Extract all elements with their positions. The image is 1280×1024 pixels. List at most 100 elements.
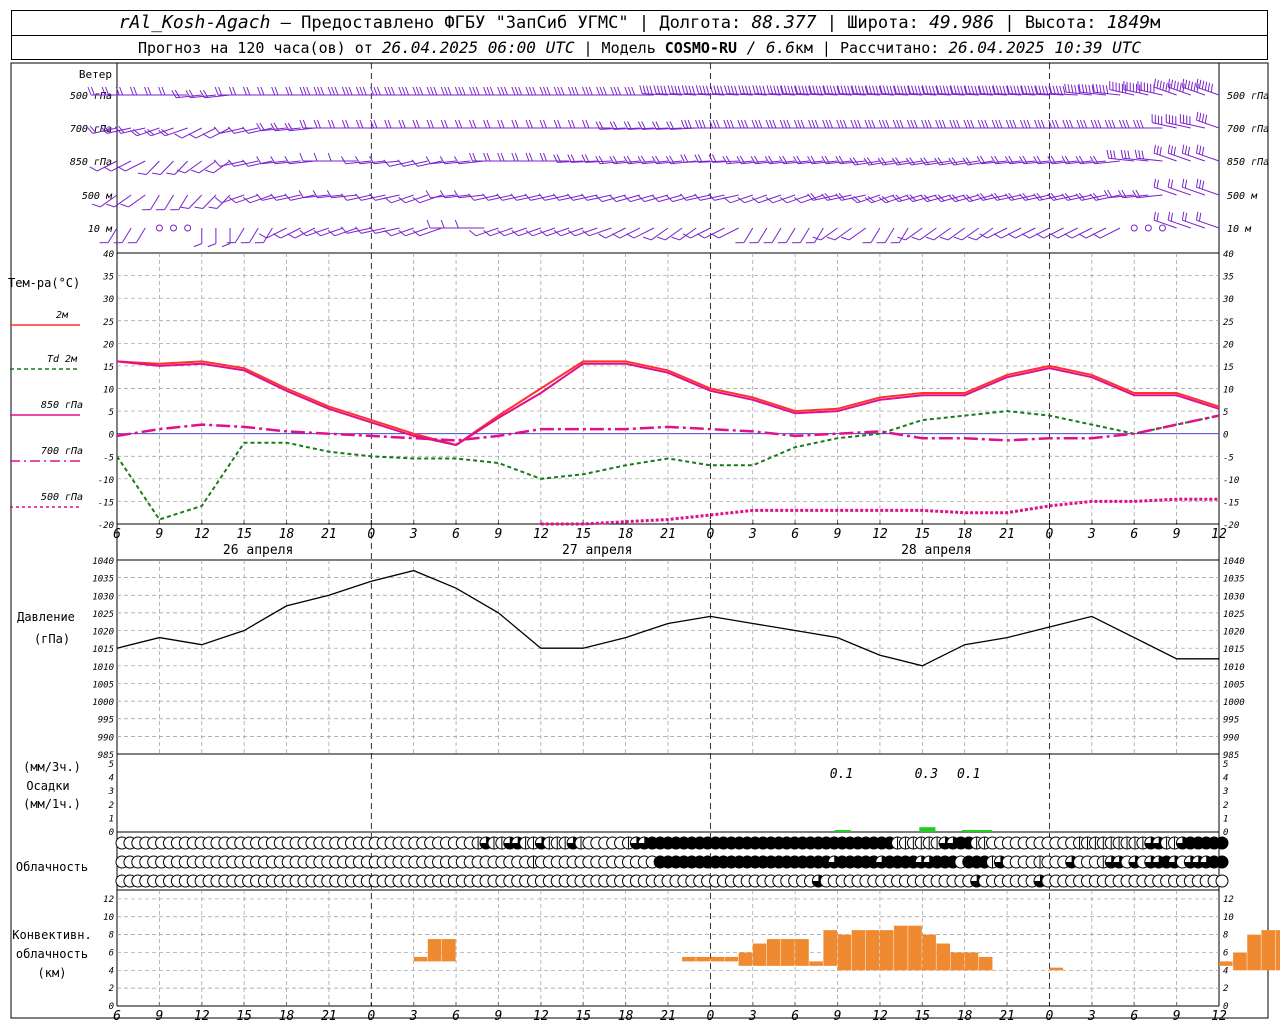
- barb-flag: [553, 119, 558, 129]
- barb-staff: [704, 227, 725, 239]
- y-tick-label-right: 1040: [1223, 557, 1245, 567]
- barb-flag: [439, 190, 446, 198]
- wind-barb: [144, 127, 174, 137]
- barb-staff: [1122, 157, 1149, 162]
- barb-flag: [312, 190, 318, 198]
- hour-tick-label: 6: [113, 527, 121, 542]
- barb-staff: [1043, 227, 1064, 239]
- precip-tick-right: 2: [1223, 801, 1228, 811]
- barb-flag: [682, 233, 691, 239]
- barb-flag: [482, 193, 489, 201]
- barb-flag: [694, 154, 700, 163]
- barb-flag: [909, 194, 917, 202]
- barb-flag: [327, 229, 335, 237]
- barb-flag: [656, 85, 661, 94]
- barb-flag: [1069, 119, 1074, 129]
- barb-flag: [306, 86, 311, 96]
- wind-barb: [652, 121, 683, 130]
- barb-flag: [472, 119, 477, 129]
- wind-barb: [99, 227, 118, 244]
- barb-staff: [1196, 219, 1220, 229]
- precip-bar: [961, 830, 992, 832]
- hour-tick-label: 9: [834, 527, 842, 542]
- barb-flag: [981, 85, 986, 94]
- barb-flag: [1004, 193, 1012, 201]
- barb-flag: [1019, 193, 1026, 201]
- barb-flag: [978, 85, 982, 94]
- barb-flag: [362, 86, 367, 96]
- hour-tick-label: 15: [575, 527, 591, 542]
- barb-flag: [1095, 84, 1099, 93]
- wind-barb: [1137, 81, 1163, 96]
- hour-tick-label: 12: [1211, 1009, 1227, 1024]
- wind-barb: [207, 228, 217, 248]
- barb-flag: [857, 119, 862, 129]
- barb-flag: [649, 85, 653, 95]
- barb-flag: [1084, 84, 1088, 94]
- barb-staff: [616, 194, 640, 203]
- wind-barb: [242, 159, 273, 167]
- barb-flag: [1048, 85, 1052, 95]
- barb-flag: [994, 155, 1000, 164]
- barb-flag: [1047, 193, 1054, 201]
- wind-barb: [862, 227, 881, 244]
- barb-flag: [152, 172, 161, 176]
- barb-flag: [835, 193, 842, 201]
- forecast-prefix: Прогноз на 120 часа(ов) от: [137, 39, 382, 57]
- barb-flag: [1170, 145, 1174, 155]
- barb-flag: [1181, 144, 1185, 154]
- wind-barb: [384, 194, 414, 204]
- barb-flag: [543, 152, 547, 162]
- hour-tick-label: 18: [957, 1009, 973, 1024]
- wind-barb: [1181, 78, 1206, 96]
- barb-flag: [89, 166, 98, 172]
- barb-flag: [736, 156, 742, 164]
- y-tick-label-right: -10: [1223, 476, 1239, 486]
- barb-flag: [847, 85, 851, 95]
- model-label: | Модель: [574, 39, 665, 57]
- latitude-value: 49.986: [929, 12, 995, 33]
- y-tick-label-left: 40: [103, 250, 114, 260]
- hour-tick-label: 6: [791, 1009, 799, 1024]
- wind-barb: [1078, 83, 1107, 96]
- barb-flag: [258, 233, 267, 239]
- barb-flag: [1019, 156, 1025, 164]
- barb-flag: [1156, 145, 1159, 155]
- barb-flag: [1006, 85, 1010, 94]
- barb-flag: [892, 195, 900, 202]
- barb-flag: [790, 85, 794, 95]
- barb-flag: [906, 195, 914, 202]
- barb-flag: [144, 86, 148, 96]
- barb-flag: [900, 85, 904, 95]
- wind-barb: [948, 194, 979, 203]
- barb-flag: [496, 193, 503, 201]
- wind-barb: [254, 227, 273, 244]
- barb-staff: [712, 93, 739, 96]
- barb-flag: [1022, 155, 1028, 164]
- barb-flag: [320, 86, 325, 96]
- barb-flag: [626, 233, 635, 239]
- hour-tick-label: 9: [495, 527, 503, 542]
- barb-flag: [313, 86, 318, 96]
- conv-bar: [950, 952, 965, 971]
- wind-barb: [497, 227, 527, 237]
- barb-flag: [287, 122, 293, 131]
- barb-flag: [528, 152, 533, 162]
- hour-tick-label: 0: [706, 527, 714, 542]
- barb-staff: [504, 227, 527, 237]
- barb-flag: [627, 86, 632, 96]
- barb-flag: [87, 86, 92, 96]
- barb-flag: [826, 236, 836, 241]
- barb-flag: [766, 85, 770, 94]
- barb-flag: [284, 193, 291, 201]
- barb-flag: [1081, 84, 1085, 93]
- barb-flag: [1198, 179, 1202, 189]
- barb-staff: [871, 194, 895, 204]
- barb-flag: [1050, 192, 1057, 200]
- barb-flag: [1036, 155, 1042, 164]
- wind-barb: [865, 85, 895, 96]
- wind-level-label-left: 850 гПа: [70, 157, 112, 168]
- wind-barb: [1195, 211, 1220, 229]
- conv-tick-right: 8: [1223, 931, 1228, 941]
- barb-flag: [702, 85, 706, 95]
